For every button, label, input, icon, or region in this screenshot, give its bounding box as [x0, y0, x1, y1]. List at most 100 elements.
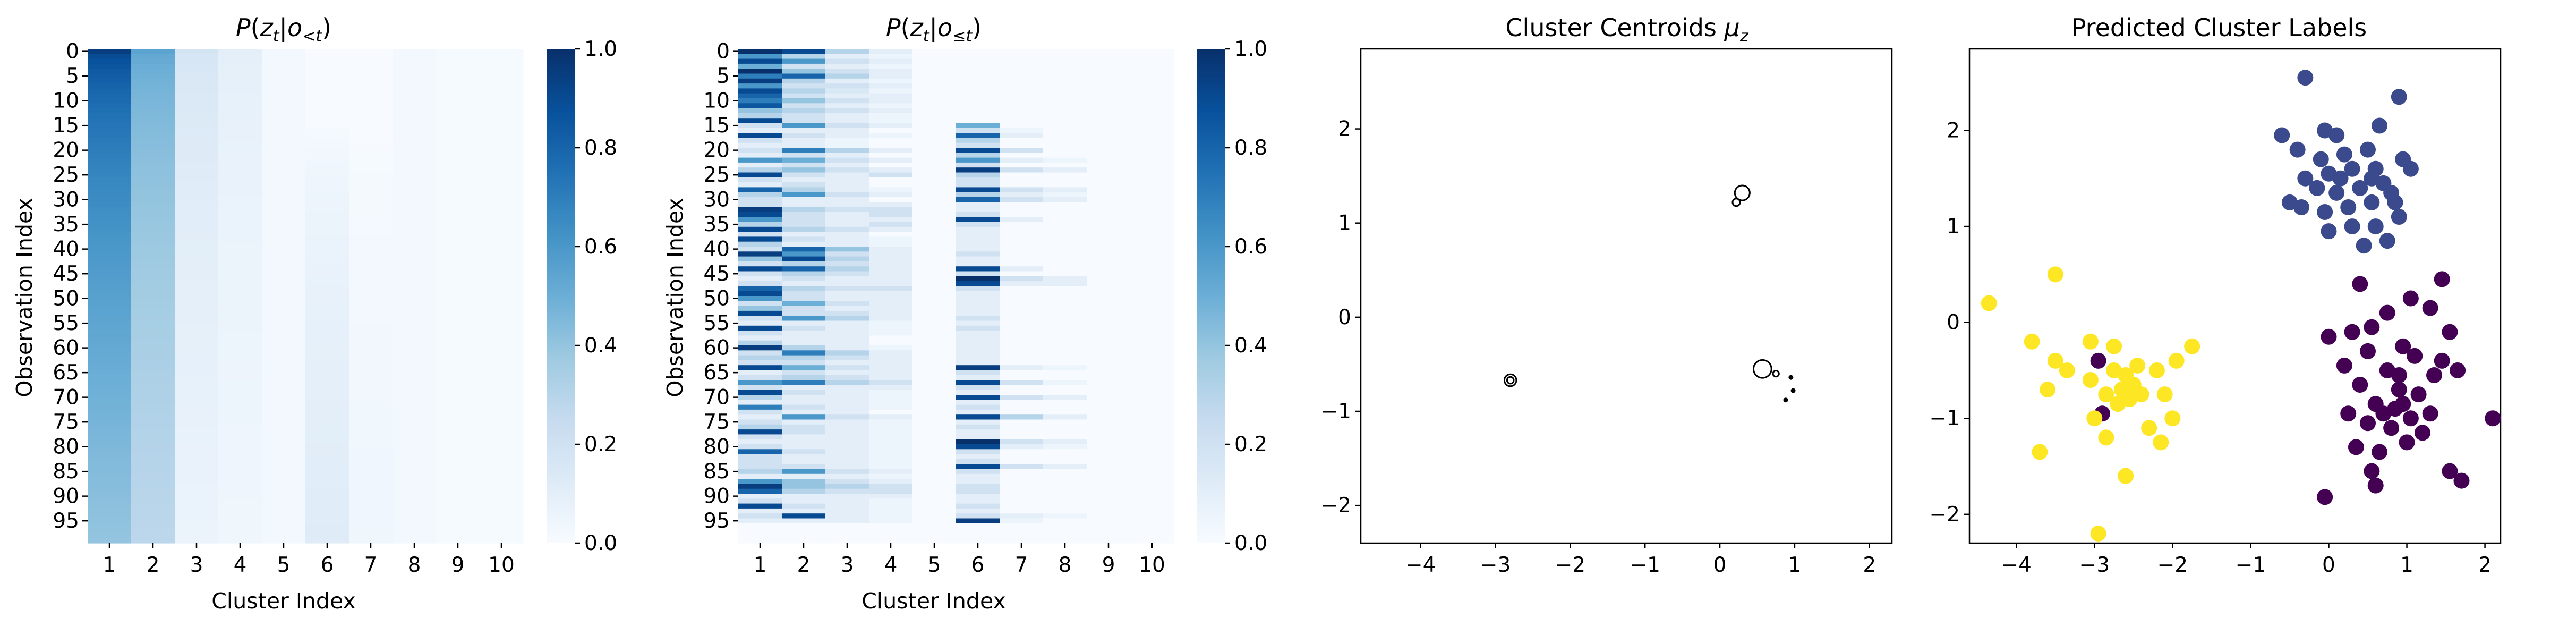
heatmap-cell: [1130, 335, 1174, 341]
colorbar-tick-label: 0.8: [584, 136, 617, 160]
heatmap-cell: [738, 222, 782, 227]
heatmap-cell: [305, 469, 349, 475]
x-tick-label: 10: [488, 553, 515, 577]
heatmap-cell: [393, 331, 437, 336]
heatmap-cell: [869, 286, 913, 292]
heatmap-cell: [912, 473, 957, 479]
heatmap-cell: [782, 182, 826, 188]
heatmap-cell: [349, 459, 393, 464]
heatmap-cell: [912, 335, 957, 341]
heatmap-cell: [1043, 192, 1087, 198]
heatmap-cell: [912, 518, 957, 524]
cluster-point: [2297, 170, 2314, 187]
heatmap-cell: [305, 142, 349, 148]
heatmap-cell: [262, 103, 306, 109]
heatmap-cell: [869, 187, 913, 193]
heatmap-cell: [956, 271, 1000, 277]
heatmap-cell: [738, 69, 782, 74]
heatmap-cell: [305, 251, 349, 257]
heatmap-cell: [912, 331, 957, 336]
heatmap-cell: [825, 390, 869, 395]
heatmap-cell: [825, 202, 869, 208]
heatmap-cell: [912, 494, 957, 499]
heatmap-cell: [131, 256, 175, 262]
heatmap-cell: [131, 93, 175, 99]
x-tick-label: −4: [1405, 553, 1436, 577]
heatmap-cell: [131, 320, 175, 326]
heatmap-cell: [1000, 58, 1044, 64]
heatmap-cell: [869, 494, 913, 499]
heatmap-cell: [393, 320, 437, 326]
heatmap-cell: [305, 222, 349, 227]
heatmap-cell: [738, 340, 782, 346]
heatmap-cell: [738, 281, 782, 286]
heatmap-cell: [825, 63, 869, 69]
heatmap-cell: [825, 523, 869, 529]
heatmap-cell: [1087, 197, 1131, 202]
heatmap-cell: [218, 533, 262, 539]
heatmap-cell: [218, 350, 262, 356]
x-tick-label: 5: [277, 553, 291, 577]
heatmap-cell: [1043, 232, 1087, 237]
heatmap-cell: [436, 419, 480, 425]
heatmap-cell: [393, 202, 437, 208]
heatmap-cell: [869, 360, 913, 366]
cluster-point: [2098, 386, 2114, 403]
heatmap-cell: [88, 494, 132, 499]
heatmap-cell: [393, 182, 437, 188]
heatmap-cell: [480, 469, 524, 475]
heatmap-cell: [825, 518, 869, 524]
heatmap-cell: [825, 370, 869, 376]
heatmap-cell: [869, 148, 913, 153]
x-tick-label: 6: [971, 553, 985, 577]
heatmap-cell: [738, 414, 782, 420]
heatmap-cell: [131, 103, 175, 109]
heatmap-cell: [956, 69, 1000, 74]
heatmap-cell: [1043, 207, 1087, 213]
heatmap-cell: [1000, 78, 1044, 84]
heatmap-cell: [1087, 350, 1131, 356]
heatmap-cell: [869, 518, 913, 524]
heatmap-cell: [393, 325, 437, 331]
heatmap-cell: [782, 306, 826, 311]
heatmap-cell: [262, 444, 306, 450]
heatmap-cell: [1130, 385, 1174, 391]
heatmap-cell: [262, 251, 306, 257]
centroid-marker: [1790, 388, 1796, 393]
heatmap-cell: [825, 320, 869, 326]
heatmap-cell: [1000, 172, 1044, 178]
heatmap-cell: [912, 93, 957, 99]
heatmap-cell: [349, 177, 393, 183]
heatmap-cell: [869, 182, 913, 188]
heatmap-cell: [393, 271, 437, 277]
heatmap-cell: [1087, 459, 1131, 464]
heatmap-cell: [1000, 316, 1044, 322]
heatmap-cell: [480, 291, 524, 297]
heatmap-cell: [1043, 88, 1087, 94]
heatmap-cell: [1130, 331, 1174, 336]
heatmap-cell: [1130, 69, 1174, 74]
y-tick-label: 85: [53, 460, 79, 484]
heatmap-cell: [1043, 296, 1087, 301]
heatmap-cell: [782, 54, 826, 60]
heatmap-cell: [131, 316, 175, 322]
heatmap-cell: [1000, 222, 1044, 227]
heatmap-cell: [869, 331, 913, 336]
heatmap-cell: [825, 464, 869, 470]
heatmap-cell: [393, 533, 437, 539]
heatmap-cell: [782, 93, 826, 99]
heatmap-cell: [1043, 508, 1087, 514]
heatmap-cell: [349, 538, 393, 544]
heatmap-cell: [956, 523, 1000, 529]
heatmap-cell: [869, 54, 913, 60]
heatmap-cell: [1087, 192, 1131, 198]
heatmap-cell: [825, 93, 869, 99]
heatmap-cell: [782, 251, 826, 257]
heatmap-cell: [393, 153, 437, 158]
heatmap-cell: [349, 434, 393, 440]
heatmap-cell: [1043, 157, 1087, 163]
heatmap-cell: [175, 157, 219, 163]
heatmap-cell: [349, 310, 393, 316]
heatmap-cell: [1043, 479, 1087, 484]
heatmap-cell: [262, 108, 306, 114]
